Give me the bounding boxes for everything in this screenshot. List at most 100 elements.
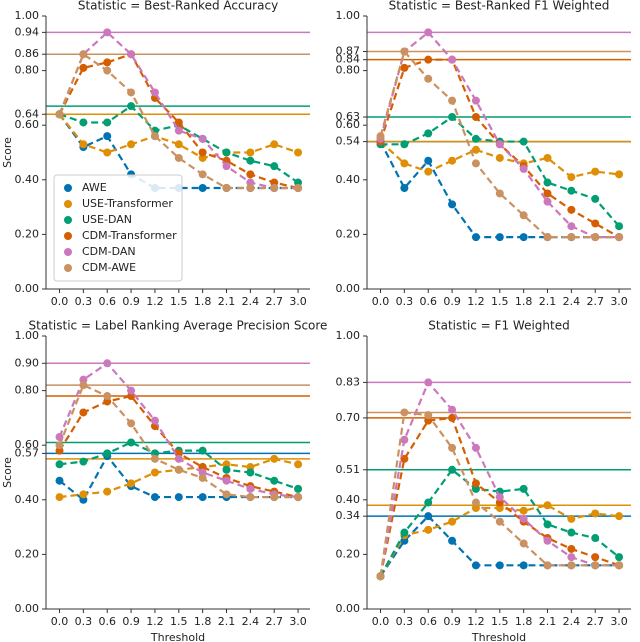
data-point — [294, 484, 303, 493]
y-tick-label: 0.20 — [15, 547, 40, 560]
y-tick-label: 0.20 — [336, 227, 361, 240]
data-point — [424, 525, 433, 534]
data-point — [495, 153, 504, 162]
y-tick-label: 0.54 — [336, 135, 361, 148]
legend-label: CDM-AWE — [82, 261, 136, 274]
subplot-title: Statistic = Best-Ranked F1 Weighted — [389, 0, 610, 13]
data-point — [471, 113, 480, 122]
subplot: Statistic = Best-Ranked F1 Weighted 0.00 0… — [336, 0, 631, 308]
data-point — [591, 233, 600, 242]
data-point — [174, 118, 183, 127]
y-tick-label: 0.70 — [336, 411, 361, 424]
data-point — [198, 134, 207, 143]
x-tick-label: 1.5 — [170, 295, 188, 308]
data-point — [519, 211, 528, 220]
series-line — [379, 49, 620, 239]
y-axis-label: Score — [1, 457, 14, 488]
x-tick-label: 2.7 — [265, 615, 283, 628]
subplot-title: Statistic = Label Ranking Average Precis… — [29, 319, 328, 333]
x-tick-label: 0.3 — [396, 295, 414, 308]
data-point — [448, 517, 457, 526]
x-tick-label: 0.3 — [396, 615, 414, 628]
data-point — [543, 178, 552, 187]
x-tick-label: 3.0 — [610, 295, 628, 308]
data-point — [270, 162, 279, 171]
data-point — [424, 129, 433, 138]
x-tick-label: 1.5 — [491, 295, 509, 308]
legend-marker — [64, 216, 72, 224]
data-point — [376, 132, 385, 141]
data-point — [424, 55, 433, 64]
data-point — [127, 50, 136, 59]
data-point — [471, 479, 480, 488]
data-point — [448, 413, 457, 422]
y-axis-label: Score — [1, 137, 14, 168]
data-point — [519, 514, 528, 523]
data-point — [174, 126, 183, 135]
data-point — [103, 132, 112, 141]
legend: AWE USE-Transformer USE-DAN CDM-Transformer… — [53, 174, 183, 282]
data-point — [448, 156, 457, 165]
data-point — [591, 561, 600, 570]
x-tick-label: 3.0 — [289, 615, 307, 628]
x-tick-label: 2.4 — [563, 615, 581, 628]
data-point — [103, 28, 112, 37]
data-point — [270, 454, 279, 463]
data-point — [103, 148, 112, 157]
legend-label: AWE — [82, 181, 107, 194]
data-point — [103, 118, 112, 127]
x-tick-label: 2.4 — [242, 295, 260, 308]
data-point — [567, 553, 576, 562]
x-tick-label: 0.6 — [98, 295, 116, 308]
data-point — [495, 561, 504, 570]
data-point — [222, 162, 231, 171]
data-point — [567, 222, 576, 231]
data-point — [424, 156, 433, 165]
data-point — [174, 140, 183, 149]
x-tick-label: 1.5 — [491, 615, 509, 628]
data-point — [519, 137, 528, 146]
data-point — [222, 465, 231, 474]
data-point — [400, 159, 409, 168]
data-point — [567, 514, 576, 523]
data-point — [400, 183, 409, 192]
subplot-title: Statistic = F1 Weighted — [428, 319, 569, 333]
y-tick-label: 0.60 — [15, 118, 40, 131]
data-point — [150, 132, 159, 141]
series-line — [58, 394, 299, 499]
y-tick-label: 0.94 — [15, 25, 40, 38]
data-point — [198, 148, 207, 157]
data-point — [400, 528, 409, 537]
x-tick-label: 0.3 — [75, 615, 93, 628]
data-point — [543, 520, 552, 529]
x-axis-label: Threshold — [471, 631, 526, 642]
data-point — [471, 233, 480, 242]
data-point — [55, 476, 64, 485]
x-tick-label: 2.1 — [218, 295, 236, 308]
x-tick-label: 1.2 — [146, 615, 164, 628]
data-point — [591, 509, 600, 518]
data-point — [400, 140, 409, 149]
data-point — [127, 386, 136, 395]
y-tick-label: 1.00 — [15, 9, 40, 22]
data-point — [495, 517, 504, 526]
data-point — [270, 140, 279, 149]
x-tick-label: 0.0 — [51, 295, 69, 308]
x-tick-label: 2.7 — [586, 295, 604, 308]
x-tick-label: 0.3 — [75, 295, 93, 308]
x-tick-label: 0.0 — [372, 615, 390, 628]
data-point — [150, 454, 159, 463]
data-point — [400, 408, 409, 417]
y-tick-label: 0.64 — [15, 107, 40, 120]
data-point — [615, 233, 624, 242]
y-tick-label: 0.40 — [336, 493, 361, 506]
data-point — [270, 183, 279, 192]
data-point — [591, 534, 600, 543]
data-point — [174, 493, 183, 502]
data-point — [615, 561, 624, 570]
data-point — [198, 183, 207, 192]
data-point — [103, 392, 112, 401]
data-point — [400, 435, 409, 444]
data-point — [79, 50, 88, 59]
